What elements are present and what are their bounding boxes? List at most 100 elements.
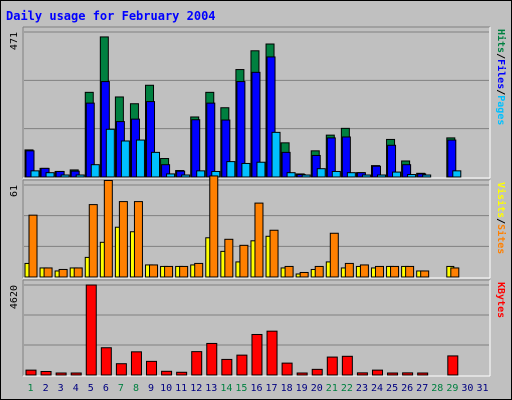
bar-files-outline — [161, 164, 171, 178]
bar-files-outline — [341, 136, 351, 178]
bar-files — [282, 152, 291, 177]
bar-sites — [330, 233, 339, 277]
bar-sites-outline — [254, 202, 264, 278]
bar-pages-outline — [135, 139, 145, 178]
bar-pages — [211, 171, 220, 177]
bar-sites-outline — [359, 264, 369, 278]
legend-separator: / — [495, 218, 506, 224]
bar-sites-outline — [329, 232, 339, 278]
right-legend: Hits/Files/Pages — [495, 29, 507, 125]
day-label: 8 — [133, 383, 139, 394]
bar-sites — [345, 263, 354, 277]
bar-kbytes — [297, 373, 308, 375]
legend-sites: Sites — [495, 224, 507, 254]
bar-files-outline — [236, 81, 246, 178]
bar-kbytes — [26, 370, 36, 375]
bar-kbytes-outline — [311, 368, 323, 376]
bar-files-outline — [25, 150, 35, 178]
day-label: 3 — [58, 383, 64, 394]
bar-pages — [61, 175, 70, 177]
bar-files-outline — [447, 139, 457, 178]
bar-pages — [407, 174, 416, 177]
bar-kbytes-outline — [236, 354, 248, 376]
bar-sites — [104, 180, 113, 277]
bar-pages — [422, 175, 431, 177]
bar-pages-outline — [226, 161, 236, 178]
bar-kbytes — [267, 331, 278, 375]
bar-kbytes — [342, 356, 353, 375]
bar-sites-outline — [164, 265, 174, 278]
bar-pages — [377, 175, 386, 177]
right-legend: KBytes — [495, 282, 506, 318]
bar-sites-outline — [239, 244, 249, 278]
legend-pages: Pages — [495, 95, 506, 125]
bar-pages — [106, 129, 115, 177]
bar-pages — [91, 164, 100, 177]
bar-sites-outline — [179, 265, 189, 278]
bar-sites — [209, 175, 218, 277]
bar-kbytes — [251, 334, 262, 375]
bar-sites — [194, 263, 203, 277]
bar-pages-outline — [271, 131, 281, 178]
day-label: 10 — [160, 383, 172, 394]
bar-files — [146, 101, 155, 177]
bar-kbytes-outline — [161, 370, 173, 376]
bar-kbytes — [161, 371, 172, 375]
bar-sites — [315, 266, 324, 277]
bar-kbytes — [71, 373, 82, 375]
bar-kbytes — [86, 285, 97, 375]
bar-kbytes — [176, 372, 187, 375]
bar-pages — [76, 175, 85, 177]
day-label: 23 — [356, 383, 368, 394]
day-label: 30 — [461, 383, 473, 394]
day-label: 9 — [148, 383, 154, 394]
bar-files-outline — [146, 101, 156, 178]
day-label: 14 — [220, 383, 232, 394]
bar-kbytes — [101, 347, 112, 375]
bar-sites-outline — [390, 265, 400, 278]
bar-pages — [362, 175, 371, 177]
bar-files-outline — [387, 144, 397, 178]
chart-title: Daily usage for February 2004 — [6, 9, 216, 23]
bar-pages — [31, 170, 39, 177]
bar-sites-outline — [405, 265, 415, 278]
bar-files — [402, 164, 411, 177]
bar-sites-outline — [133, 201, 143, 278]
bar-files-outline — [311, 154, 321, 178]
panel-2: 61 Visits/Sites — [9, 175, 507, 279]
bar-files — [357, 172, 366, 177]
bars — [24, 175, 460, 278]
bar-files — [417, 173, 426, 177]
bar-sites-outline — [314, 265, 324, 278]
bar-pages — [272, 132, 281, 177]
bar-files-outline — [85, 102, 95, 178]
bar-kbytes — [417, 373, 428, 375]
bar-pages — [121, 140, 130, 177]
bar-sites-outline — [28, 214, 38, 278]
bar-pages-outline — [151, 151, 161, 178]
bar-pages-outline — [346, 172, 356, 178]
bar-sites-outline — [118, 201, 128, 278]
bar-sites-outline — [420, 270, 430, 278]
bar-pages-outline — [166, 173, 176, 178]
bar-kbytes-outline — [191, 351, 203, 376]
day-label: 13 — [205, 383, 217, 394]
bar-kbytes — [146, 361, 157, 375]
day-label: 28 — [431, 383, 443, 394]
bar-kbytes-outline — [115, 363, 127, 376]
bar-files-outline — [251, 71, 261, 178]
bar-kbytes — [56, 373, 67, 375]
bars — [25, 284, 459, 376]
bar-sites-outline — [103, 179, 113, 278]
bar-kbytes — [372, 370, 383, 375]
bar-kbytes-outline — [417, 372, 429, 376]
panel-3: 4620 KBytes — [9, 279, 506, 377]
day-label: 15 — [235, 383, 247, 394]
bar-pages — [347, 172, 356, 177]
bar-kbytes — [236, 355, 247, 375]
bar-files — [447, 140, 456, 177]
bar-sites-outline — [88, 204, 98, 278]
bar-pages-outline — [196, 170, 206, 178]
day-label: 7 — [118, 383, 124, 394]
